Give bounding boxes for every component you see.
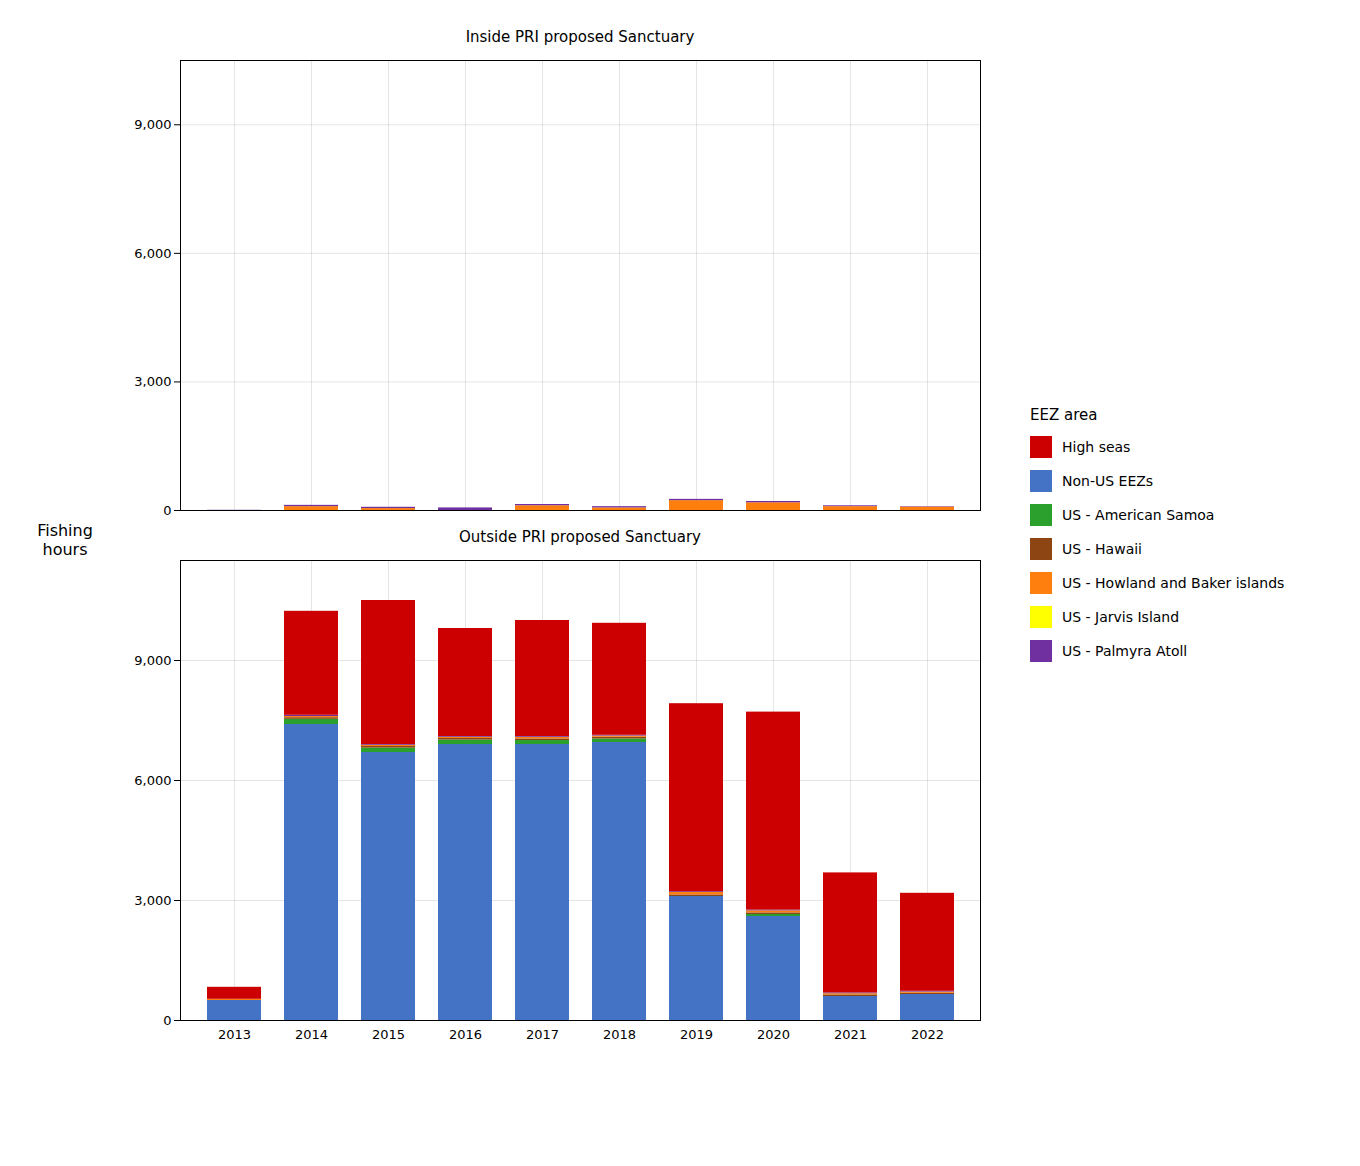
- html-text:High seas: High seas: [1062, 439, 1131, 455]
- html-text:Inside PRI proposed Sanctuary: Inside PRI proposed Sanctuary: [465, 28, 695, 46]
- html-text:Fishing hours: Fishing hours: [37, 521, 93, 559]
- svg-text:3,000: 3,000: [134, 893, 171, 908]
- html-text:Outside PRI proposed Sanctuary: Outside PRI proposed Sanctuary: [459, 528, 701, 546]
- html-text:US - American Samoa: US - American Samoa: [1062, 507, 1215, 523]
- svg-text:9,000: 9,000: [134, 117, 171, 132]
- svg-text:2020: 2020: [757, 1027, 790, 1042]
- html-text:US - Howland and Baker islands: US - Howland and Baker islands: [1062, 575, 1285, 591]
- svg-text:2016: 2016: [449, 1027, 482, 1042]
- svg-text:2017: 2017: [526, 1027, 559, 1042]
- svg-text:6,000: 6,000: [134, 246, 171, 261]
- svg-text:9,000: 9,000: [134, 653, 171, 668]
- html-text:US - Palmyra Atoll: US - Palmyra Atoll: [1062, 643, 1188, 659]
- svg-text:3,000: 3,000: [134, 374, 171, 389]
- svg-text:0: 0: [163, 1013, 171, 1028]
- svg-text:2013: 2013: [218, 1027, 251, 1042]
- svg-text:0: 0: [163, 503, 171, 518]
- svg-text:6,000: 6,000: [134, 773, 171, 788]
- html-text:US - Jarvis Island: US - Jarvis Island: [1062, 609, 1180, 625]
- svg-text:2022: 2022: [911, 1027, 944, 1042]
- html-text:US - Hawaii: US - Hawaii: [1062, 541, 1142, 557]
- html-text:Non-US EEZs: Non-US EEZs: [1062, 473, 1154, 489]
- svg-text:2014: 2014: [295, 1027, 328, 1042]
- svg-text:2015: 2015: [372, 1027, 405, 1042]
- svg-text:2019: 2019: [680, 1027, 713, 1042]
- html-text:EEZ area: EEZ area: [1030, 406, 1098, 424]
- svg-text:2021: 2021: [834, 1027, 867, 1042]
- svg-text:2018: 2018: [603, 1027, 636, 1042]
